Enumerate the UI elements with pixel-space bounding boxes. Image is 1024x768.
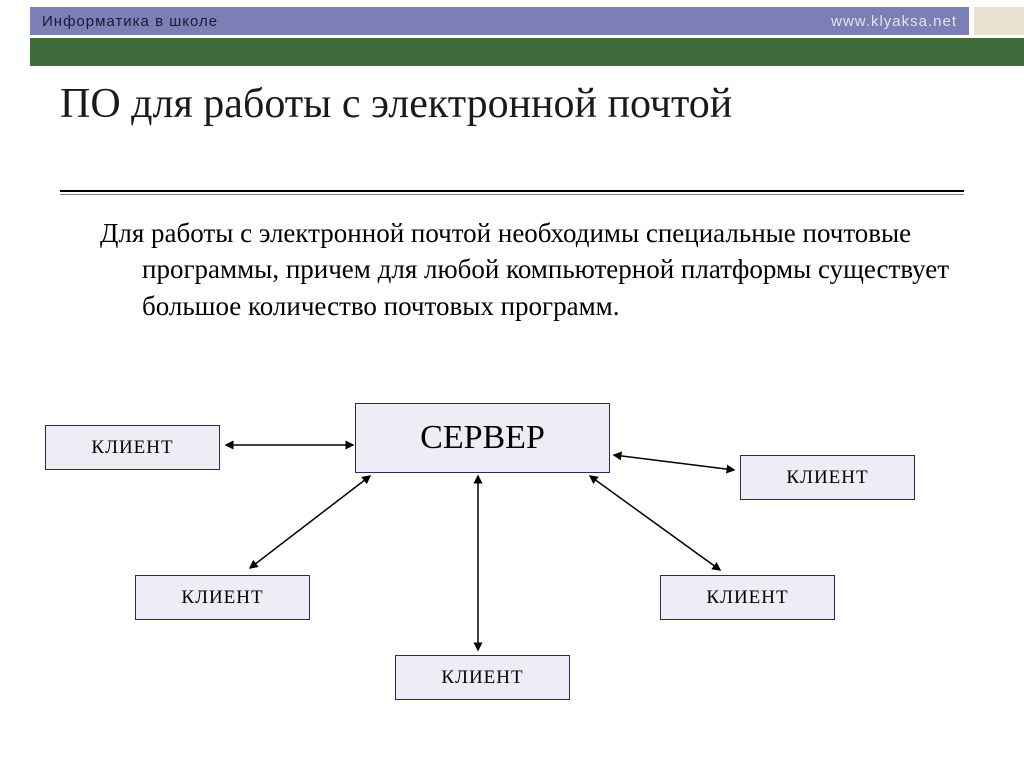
diagram-arrows (0, 0, 1024, 768)
edge-3 (590, 476, 720, 570)
client-node-2: КЛИЕНТ (395, 655, 570, 700)
diagram-area: СЕРВЕР КЛИЕНТ КЛИЕНТ КЛИЕНТ КЛИЕНТ КЛИЕНТ (0, 0, 1024, 768)
client-node-0: КЛИЕНТ (45, 425, 220, 470)
server-node: СЕРВЕР (355, 403, 610, 473)
client-node-3: КЛИЕНТ (660, 575, 835, 620)
edge-1 (250, 476, 370, 568)
client-node-4: КЛИЕНТ (740, 455, 915, 500)
edge-4 (614, 455, 734, 470)
client-node-1: КЛИЕНТ (135, 575, 310, 620)
slide: Информатика в школе www.klyaksa.net ПО д… (0, 0, 1024, 768)
